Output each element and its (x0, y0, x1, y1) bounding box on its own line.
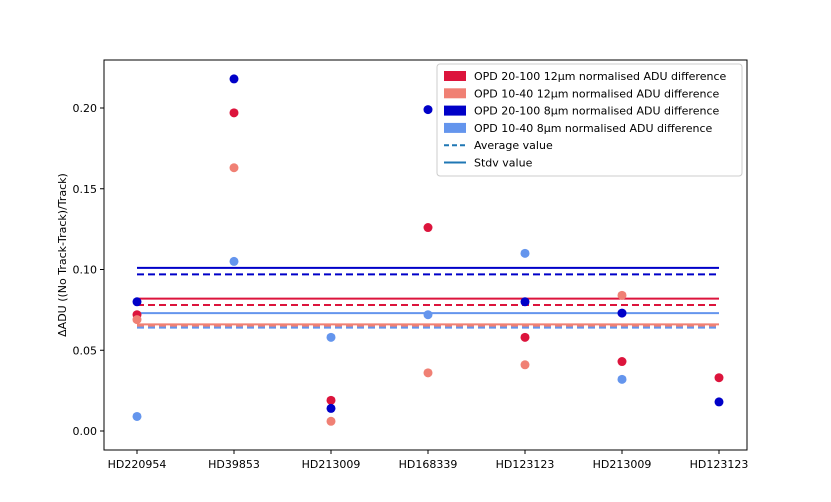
y-tick-label: 0.00 (73, 425, 98, 438)
data-point (617, 374, 627, 384)
y-axis: 0.00 0.05 0.10 0.15 0.20 (73, 102, 104, 438)
y-tick-label: 0.10 (73, 264, 98, 277)
data-point (617, 357, 627, 367)
data-point (714, 397, 724, 407)
y-tick-label: 0.05 (73, 344, 98, 357)
legend-swatch (444, 71, 466, 81)
data-point (520, 360, 530, 370)
x-tick-label: HD168339 (399, 458, 458, 471)
data-point (520, 297, 530, 307)
legend-swatch (444, 105, 466, 116)
data-point (520, 332, 530, 342)
y-tick-label: 0.15 (73, 183, 98, 196)
y-tick-label: 0.20 (73, 102, 98, 115)
legend-label: OPD 10-40 8μm normalised ADU difference (474, 122, 712, 135)
x-tick-label: HD213009 (302, 458, 361, 471)
data-point (714, 373, 724, 383)
data-point (229, 74, 239, 84)
legend-label: OPD 20-100 8μm normalised ADU difference (474, 105, 719, 118)
legend-label: OPD 20-100 12μm normalised ADU differenc… (474, 70, 726, 83)
x-axis: HD220954 HD39853 HD213009 HD168339 HD123123 H… (108, 450, 749, 471)
legend-box (436, 63, 743, 177)
data-point (423, 368, 433, 378)
data-point (229, 256, 239, 266)
data-point (326, 416, 336, 426)
x-tick-label: HD123123 (496, 458, 555, 471)
plot-frame (103, 59, 748, 451)
legend-swatch (444, 122, 466, 133)
data-point (520, 248, 530, 258)
data-point (132, 297, 142, 307)
data-point (326, 403, 336, 413)
data-point (423, 223, 433, 233)
data-point (617, 308, 627, 318)
data-point (229, 108, 239, 118)
legend-label: Average value (474, 139, 553, 152)
x-tick-label: HD213009 (593, 458, 652, 471)
legend-swatch (444, 88, 466, 99)
x-tick-label: HD123123 (690, 458, 749, 471)
data-point (423, 105, 433, 115)
data-point (326, 332, 336, 342)
data-point (132, 315, 142, 325)
y-axis-title: ΔADU ((No Track-Track)/Track) (56, 173, 69, 337)
x-tick-label: HD39853 (208, 458, 260, 471)
data-point (326, 395, 336, 405)
data-point (229, 163, 239, 173)
legend: OPD 20-100 12μm normalised ADU differenc… (436, 63, 743, 177)
data-point (423, 310, 433, 320)
legend-label: OPD 10-40 12μm normalised ADU difference (474, 87, 719, 100)
data-point (132, 411, 142, 421)
x-tick-label: HD220954 (108, 458, 167, 471)
data-points (132, 74, 724, 426)
data-point (617, 290, 627, 300)
legend-label: Stdv value (474, 157, 533, 170)
